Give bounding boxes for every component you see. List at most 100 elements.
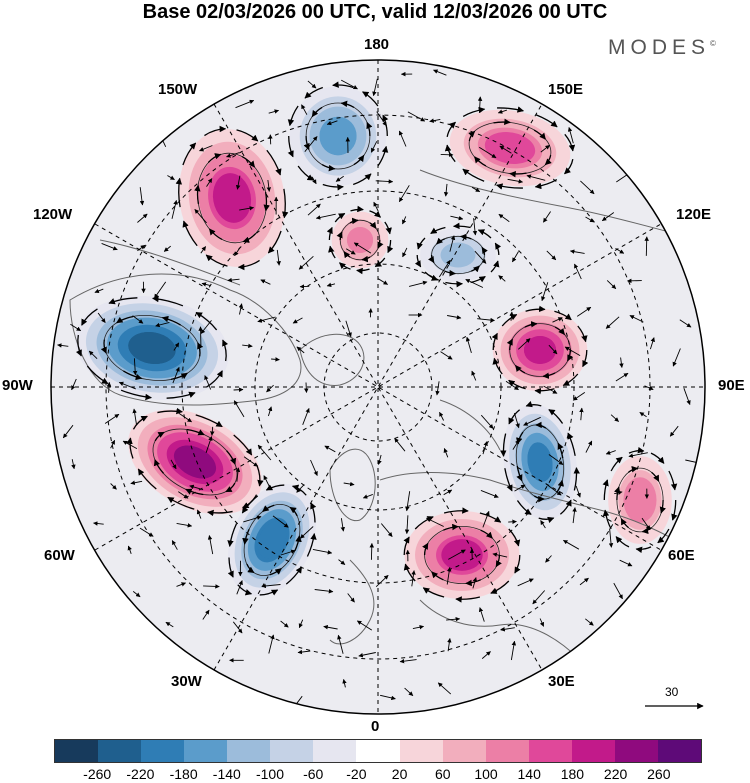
wind-arrow: [544, 155, 552, 166]
wind-arrow: [526, 174, 546, 181]
wind-arrow: [404, 687, 414, 697]
wind-arrow: [481, 651, 491, 659]
wind-arrow: [479, 512, 502, 523]
wind-arrow: [289, 506, 298, 517]
wind-arrow: [272, 515, 289, 528]
wind-arrow: [280, 620, 289, 628]
wind-arrow: [235, 467, 241, 482]
wind-arrow: [161, 315, 181, 326]
wind-arrow: [237, 259, 260, 271]
circulation-ridge-central-asia: [602, 446, 678, 554]
wind-arrow: [564, 133, 576, 152]
wind-arrow: [384, 221, 392, 235]
wind-arrow: [514, 554, 521, 574]
anomaly-ridge-north-pacific-a: [178, 129, 286, 267]
colorbar-swatch-13: [614, 740, 658, 762]
wind-arrow: [307, 80, 317, 89]
wind-arrow: [499, 145, 512, 154]
colorbar-swatch-1: [98, 740, 142, 762]
wind-arrow: [132, 415, 148, 430]
wind-arrow: [280, 549, 296, 556]
wind-arrow: [100, 339, 107, 354]
wind-arrow: [343, 251, 351, 259]
wind-arrow: [407, 111, 426, 122]
wind-arrow: [443, 447, 449, 458]
wind-arrow: [139, 527, 154, 537]
wind-arrow: [118, 381, 136, 390]
wind-arrow: [334, 212, 346, 223]
wind-arrow: [324, 445, 336, 453]
wind-arrow: [369, 210, 381, 218]
colorbar-swatch-9: [442, 740, 486, 762]
wind-arrow: [321, 164, 336, 172]
wind-arrow: [304, 382, 309, 393]
wind-arrow: [572, 507, 577, 524]
wind-arrow: [462, 106, 486, 117]
wind-arrow: [362, 91, 379, 107]
wind-arrow: [257, 316, 276, 323]
wind-arrow: [347, 593, 355, 603]
wind-arrow: [535, 114, 558, 128]
colorbar-swatch-8: [399, 740, 443, 762]
wind-arrow: [440, 351, 453, 360]
wind-arrow: [513, 412, 520, 429]
wind-arrow: [243, 515, 262, 523]
wind-arrow: [512, 439, 520, 450]
wind-arrow: [533, 495, 545, 503]
wind-arrow: [257, 444, 272, 461]
wind-vectors: [75, 81, 678, 603]
wind-arrow: [460, 233, 472, 241]
wind-arrow: [116, 315, 134, 324]
wind-arrow: [236, 129, 259, 142]
wind-arrow: [268, 109, 280, 114]
wind-arrow: [75, 334, 82, 357]
wind-arrow: [450, 215, 464, 221]
wind-arrow: [482, 510, 490, 528]
lon-label-30w: 30W: [171, 673, 202, 690]
wind-arrow: [342, 678, 347, 688]
wind-arrow: [447, 637, 452, 652]
colorbar: [54, 739, 702, 763]
circulation-trough-east-siberia: [414, 222, 502, 288]
wind-arrow: [557, 442, 564, 459]
wind-arrow: [362, 493, 373, 499]
wind-arrow: [269, 567, 282, 576]
wind-arrow: [446, 121, 456, 138]
wind-arrow: [170, 372, 188, 381]
circulation-trough-russia: [500, 400, 580, 524]
wind-arrow: [534, 387, 555, 395]
wind-arrow: [242, 343, 253, 349]
wind-arrow: [399, 658, 417, 664]
wind-arrow: [239, 206, 255, 211]
wind-arrow: [210, 426, 215, 436]
wind-arrow: [491, 332, 498, 351]
colorbar-label: -140: [212, 766, 241, 782]
wind-arrow: [163, 245, 171, 252]
map-boundary: [50, 59, 706, 715]
wind-arrow: [356, 267, 370, 275]
wind-arrow: [226, 450, 237, 465]
wind-arrow: [582, 349, 589, 368]
wind-arrow: [171, 199, 178, 219]
wind-arrow: [267, 406, 273, 417]
wind-arrow: [241, 495, 259, 514]
wind-arrow: [137, 244, 146, 252]
wind-arrow: [310, 459, 318, 477]
wind-arrow: [165, 621, 174, 628]
wind-arrow: [615, 536, 630, 548]
wind-arrow: [644, 236, 649, 256]
wind-arrow: [562, 373, 579, 386]
wind-arrow: [201, 282, 211, 287]
wind-arrow: [267, 230, 282, 254]
wind-arrow: [340, 79, 358, 90]
wind-arrow: [306, 533, 317, 557]
wind-arrow: [377, 145, 389, 167]
wind-arrow: [501, 314, 518, 327]
wind-arrow: [516, 500, 532, 515]
wind-arrow: [232, 621, 243, 634]
wind-arrow: [514, 364, 526, 374]
wind-arrow: [573, 467, 580, 491]
wind-arrow: [372, 78, 378, 97]
circulation-ridge-arctic: [326, 205, 394, 275]
